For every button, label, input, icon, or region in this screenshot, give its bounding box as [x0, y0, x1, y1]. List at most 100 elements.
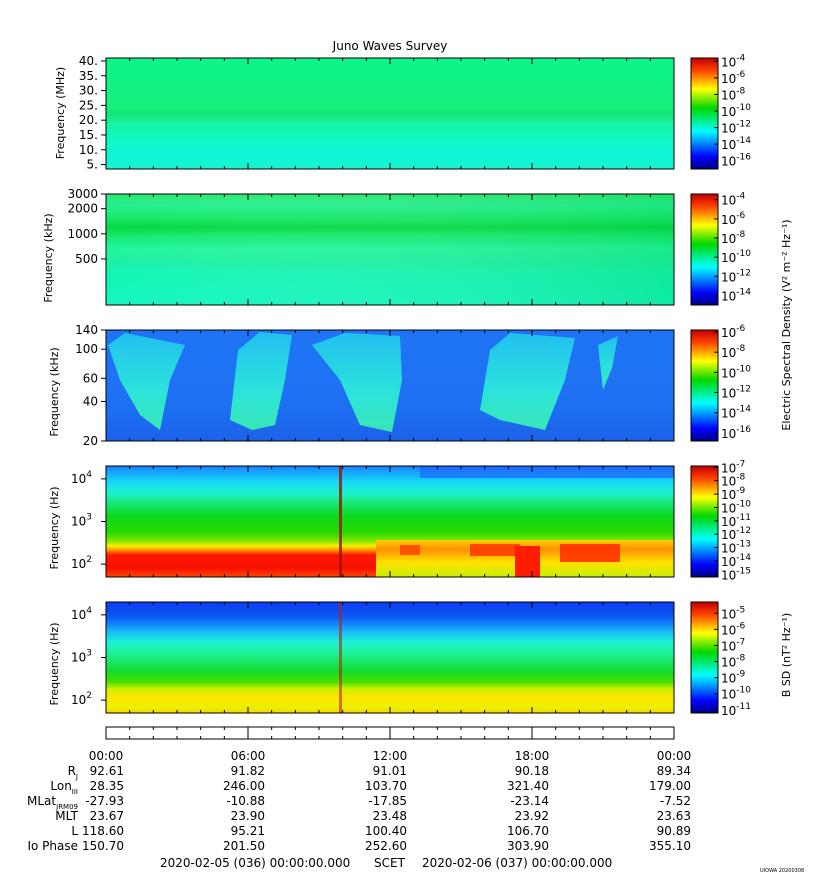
ephemeris-value: -23.14 [510, 794, 549, 808]
panel-mhz: 5.10.15.20.25.30.35.40. Frequency (MHz) … [54, 53, 751, 171]
ephemeris-table: 00:00 06:00 12:00 18:00 00:00 RJ 92.61 91.82 91.… [27, 749, 691, 853]
y-tick-label: 100 [75, 342, 98, 356]
y-axis: 5.10.15.20.25.30.35.40. [79, 54, 106, 172]
red-patch [470, 544, 520, 556]
ephemeris-value: 92.61 [90, 764, 124, 778]
colorbar-tick-label: 10-7 [721, 637, 745, 653]
ephemeris-value: 90.89 [657, 824, 691, 838]
colorbar: 10-710-810-910-1010-1110-1210-1310-1410-… [690, 459, 751, 582]
time-tick-label: 00:00 [657, 749, 692, 763]
y-axis-label: Frequency (kHz) [48, 347, 61, 436]
colorbar-tick-label: 10-14 [721, 405, 751, 421]
x-ticks [105, 194, 675, 305]
x-ticks [105, 602, 675, 713]
colorbar-scale [690, 465, 719, 578]
colorbar-tick-label: 10-16 [721, 153, 751, 169]
colorbar-tick-label: 10-10 [721, 686, 751, 702]
red-patch [560, 544, 620, 562]
ephemeris-value: 95.21 [231, 824, 265, 838]
red-patch [400, 545, 420, 555]
spectrogram-features [339, 466, 674, 577]
colorbar-tick-label: 10-9 [721, 670, 746, 686]
colorbar-tick-label: 10-6 [721, 621, 746, 637]
ephemeris-value: 252.60 [365, 839, 407, 853]
colorbar: 10-6 10-8 10-10 10-12 10-14 10-16 [690, 324, 751, 442]
ephemeris-value: 28.35 [90, 779, 124, 793]
colorbar-tick-label: 10-14 [721, 287, 751, 303]
ephemeris-value: -10.88 [226, 794, 265, 808]
colorbar-tick-label: 10-8 [721, 344, 746, 360]
x-ticks [105, 330, 675, 441]
colorbar-tick-label: 10-4 [721, 192, 746, 208]
burst-4 [480, 333, 575, 430]
y-axis-label: Frequency (kHz) [42, 213, 55, 302]
y-tick-label: 2000 [67, 202, 98, 216]
y-tick-label: 103 [71, 513, 92, 529]
ephemeris-value: 179.00 [649, 779, 691, 793]
ephemeris-row-label: LonIII [50, 779, 78, 796]
ephemeris-value: 355.10 [649, 839, 691, 853]
colorbar-tick-label: 10-6 [721, 211, 746, 227]
colorbar-scale [690, 329, 719, 442]
y-tick-label: 3000 [67, 187, 98, 201]
y-tick-label: 30. [79, 84, 98, 98]
ephemeris-value: 118.60 [82, 824, 124, 838]
colorbar-tick-label: 10-16 [721, 425, 751, 441]
y-tick-label: 15. [79, 128, 98, 142]
y-tick-label: 500 [75, 252, 98, 266]
burst-1 [108, 333, 185, 430]
spectrogram-image [106, 58, 674, 169]
time-tick-label: 18:00 [515, 749, 550, 763]
colorbar-tick-label: 10-6 [721, 70, 746, 86]
x-ticks [105, 466, 675, 577]
colorbar-tick-label: 10-8 [721, 230, 746, 246]
red-patch [515, 546, 540, 577]
y-tick-label: 104 [71, 606, 92, 622]
colorbar-tick-label: 10-6 [721, 324, 746, 340]
colorbar-tick-label: 10-12 [721, 268, 751, 284]
stamp: UIOWA 20200308 [760, 868, 804, 874]
x-ticks [105, 727, 675, 739]
burst-2 [230, 332, 292, 430]
colorbar-scale [690, 601, 719, 714]
end-time: 2020-02-06 (037) 00:00:00.000 [422, 856, 612, 870]
y-axis-label: Frequency (MHz) [54, 67, 67, 159]
spectrogram-image [106, 602, 674, 713]
ephemeris-value: 23.63 [657, 809, 691, 823]
ephemeris-value: 23.90 [231, 809, 265, 823]
colorbar-tick-label: 10-4 [721, 53, 746, 69]
y-tick-label: 25. [79, 98, 98, 112]
y-axis: 104 103 102 [71, 470, 106, 571]
spike-line [339, 466, 342, 577]
y-tick-label: 20 [83, 434, 98, 448]
ephemeris-value: 106.70 [507, 824, 549, 838]
colorbar-tick-label: 10-14 [721, 136, 751, 152]
ephemeris-value: 246.00 [223, 779, 265, 793]
colorbar-tick-label: 10-8 [721, 86, 746, 102]
ephemeris-value: 321.40 [507, 779, 549, 793]
time-tick-label: 12:00 [373, 749, 408, 763]
plot-title: Juno Waves Survey [332, 39, 448, 53]
y-axis-label: Frequency (Hz) [48, 487, 61, 570]
ephemeris-value: 89.34 [657, 764, 691, 778]
spectrogram-features [339, 602, 342, 713]
colorbar-tick-label: 10-15 [721, 566, 751, 582]
colorbar-tick-label: 10-12 [721, 120, 751, 136]
ephemeris-value: 103.70 [365, 779, 407, 793]
y-axis-label: Frequency (Hz) [48, 623, 61, 706]
colorbar-scale [690, 193, 719, 306]
ephemeris-value: -27.93 [85, 794, 124, 808]
burst-3 [312, 333, 402, 432]
time-axis [105, 726, 675, 740]
ephemeris-value: 100.40 [365, 824, 407, 838]
colorbar-tick-label: 10-11 [721, 702, 751, 718]
colorbar-title-electric: Electric Spectral Density (V² m⁻² Hz⁻¹) [780, 219, 793, 430]
time-tick-label: 00:00 [89, 749, 124, 763]
x-ticks [105, 58, 675, 169]
panel-hz-electric: 104 103 102 Frequency (Hz) 10-710-810-910-… [48, 459, 751, 582]
